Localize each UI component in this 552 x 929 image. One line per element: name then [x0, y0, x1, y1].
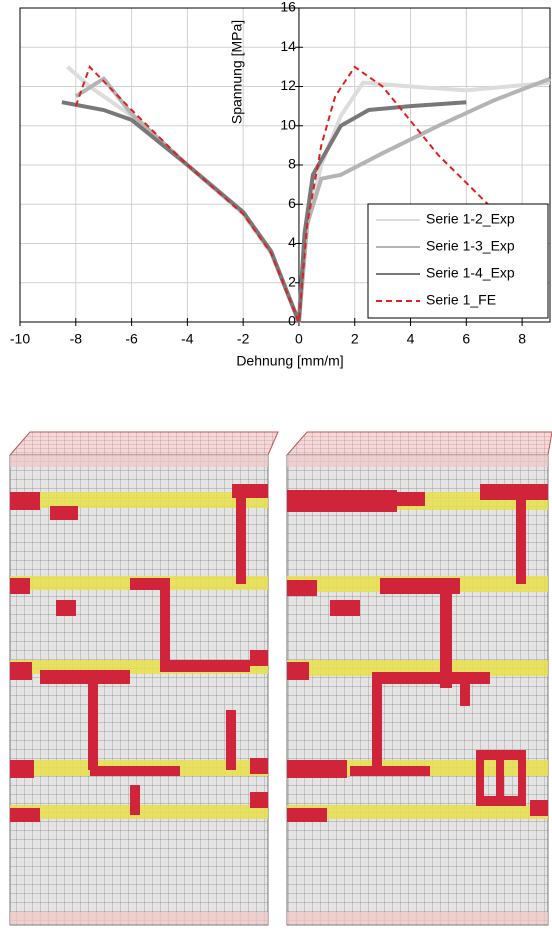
x-tick-label: -8: [70, 331, 83, 347]
legend-label: Serie 1-3_Exp: [426, 238, 515, 254]
y-tick-label: 16: [280, 0, 296, 15]
wall-left: [10, 432, 278, 925]
y-axis-label: Spannung [MPa]: [229, 20, 245, 124]
y-tick-label: 4: [288, 234, 296, 250]
wall-top: [10, 432, 278, 455]
x-tick-label: -6: [125, 331, 138, 347]
page: {"chart_data": {"type": "line", "x_label…: [0, 0, 552, 929]
x-tick-label: -2: [237, 331, 250, 347]
x-tick-label: -10: [10, 331, 30, 347]
wall-face: [10, 455, 268, 925]
legend-label: Serie 1_FE: [426, 292, 496, 308]
x-tick-label: 8: [518, 331, 526, 347]
x-tick-label: 4: [407, 331, 415, 347]
wall-band: [287, 912, 548, 924]
chart: Dehnung [mm/m] Spannung [MPa] -10 -8 -6 -4 -…: [0, 0, 552, 380]
wall-face: [287, 455, 548, 925]
y-tick-label: 14: [280, 38, 296, 54]
x-tick-label: 0: [295, 331, 303, 347]
y-tick-label: 2: [288, 273, 296, 289]
wall-band: [10, 455, 268, 467]
legend-label: Serie 1-4_Exp: [426, 265, 515, 281]
fe-wall-images: [0, 380, 552, 929]
legend-label: Serie 1-2_Exp: [426, 211, 515, 227]
x-tick-label: -4: [181, 331, 194, 347]
wall-band: [10, 912, 268, 924]
y-tick-label: 8: [288, 156, 296, 172]
y-tick-label: 12: [280, 77, 296, 93]
y-tick-label: 10: [280, 116, 296, 132]
wall-band: [287, 455, 548, 467]
x-tick-label: 2: [351, 331, 359, 347]
wall-top: [287, 432, 552, 455]
y-tick-label: 6: [288, 195, 296, 211]
wall-right: [287, 432, 552, 925]
x-axis-label: Dehnung [mm/m]: [236, 353, 343, 369]
legend: Serie 1-2_Exp Serie 1-3_Exp Serie 1-4_Exp S…: [368, 204, 548, 318]
x-tick-label: 6: [462, 331, 470, 347]
